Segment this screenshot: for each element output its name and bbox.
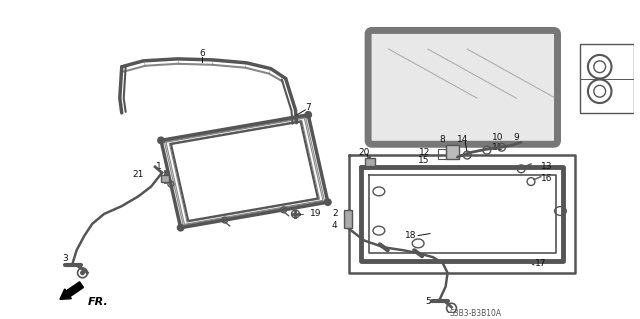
Bar xyxy=(344,210,353,228)
Text: 2: 2 xyxy=(332,210,337,219)
Text: 5: 5 xyxy=(425,297,431,306)
Text: 8: 8 xyxy=(440,135,445,144)
Text: 10: 10 xyxy=(492,133,503,142)
Text: 20: 20 xyxy=(358,148,370,157)
Circle shape xyxy=(157,137,165,144)
Text: 1: 1 xyxy=(156,162,162,171)
Text: 21: 21 xyxy=(132,170,143,179)
Text: 13: 13 xyxy=(541,162,552,171)
Bar xyxy=(580,44,634,113)
Text: 17: 17 xyxy=(535,258,547,268)
Circle shape xyxy=(304,111,312,119)
Text: 15: 15 xyxy=(419,156,430,166)
Text: 16: 16 xyxy=(541,174,552,183)
Text: 9: 9 xyxy=(513,133,519,142)
Text: 6: 6 xyxy=(199,49,205,58)
Text: 12: 12 xyxy=(419,148,430,157)
Circle shape xyxy=(324,198,332,206)
Text: 3: 3 xyxy=(62,254,68,263)
Text: 10: 10 xyxy=(616,62,628,71)
Text: 19: 19 xyxy=(310,210,322,219)
Bar xyxy=(438,149,445,159)
Text: 11: 11 xyxy=(616,87,628,96)
Bar xyxy=(365,158,375,166)
Text: 18: 18 xyxy=(404,231,416,240)
FancyBboxPatch shape xyxy=(368,30,557,144)
Circle shape xyxy=(177,224,184,232)
Bar xyxy=(161,175,169,182)
FancyArrow shape xyxy=(60,282,83,299)
Text: 14: 14 xyxy=(456,135,468,144)
Text: S3B3-B3B10A: S3B3-B3B10A xyxy=(449,309,502,318)
Circle shape xyxy=(80,271,85,275)
Text: 7: 7 xyxy=(305,103,311,113)
Bar xyxy=(445,145,460,159)
Text: 11: 11 xyxy=(492,143,503,152)
Text: 4: 4 xyxy=(332,221,337,230)
Text: FR.: FR. xyxy=(88,297,108,308)
